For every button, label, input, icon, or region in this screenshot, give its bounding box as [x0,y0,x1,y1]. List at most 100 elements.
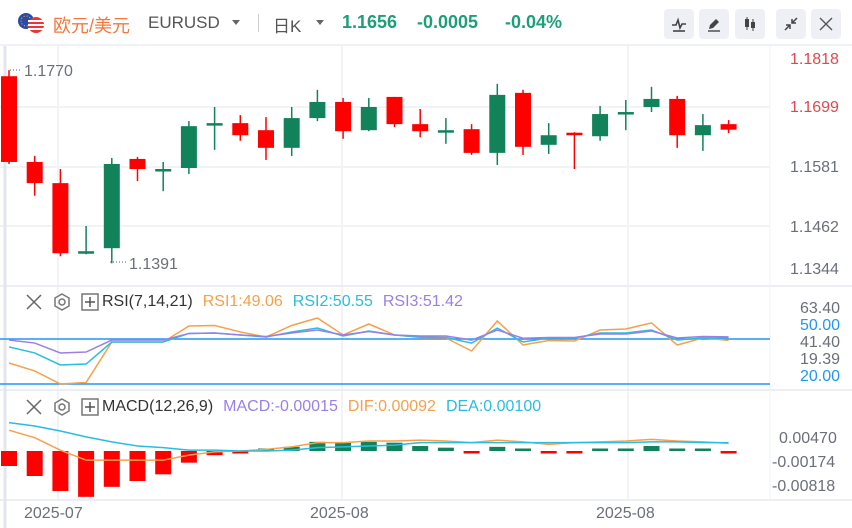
candle-body [437,130,454,133]
price-axis-label: 1.1462 [790,219,839,236]
macd-histogram-bar [592,448,609,451]
candle-body [26,161,43,184]
settings-icon[interactable] [52,292,72,312]
x-axis-label: 2025-08 [310,505,369,522]
candle-body [360,106,377,131]
macd-histogram-bar [540,451,557,454]
pair-name-cn[interactable]: 欧元/美元 [53,16,131,36]
rsi1-value: RSI1:49.06 [202,293,283,310]
indicator-button[interactable] [664,9,694,39]
candle-body [386,96,403,125]
indicator-icon [672,17,686,32]
collapse-icon [784,17,798,31]
x-axis-label: 2025-08 [596,505,655,522]
dea-value: DEA:0.00100 [445,398,542,415]
rsi-axis-label: 19.39 [800,351,841,368]
candle-body [489,94,506,153]
rsi-axis-label: 63.40 [800,300,841,317]
macd-histogram-bar [103,451,120,487]
period-selector[interactable]: 日K [273,17,302,36]
candle-type-icon [745,17,755,31]
macd-histogram-bar [463,451,480,454]
macd-axis-label: -0.00818 [772,478,836,495]
macd-histogram-bar [180,451,197,463]
candle-body [463,129,480,153]
rsi-header: RSI(7,14,21) RSI1:49.06 RSI2:50.55 RSI3:… [24,292,473,312]
draw-button[interactable] [699,9,729,39]
macd-histogram-bar [694,448,711,451]
close-indicator-icon[interactable] [24,397,44,417]
rsi-axis-label: 41.40 [800,334,841,351]
macd-value: MACD:-0.00015 [223,398,338,415]
macd-histogram-bar [386,442,403,451]
dif-value: DIF:0.00092 [347,398,436,415]
close-indicator-icon[interactable] [24,292,44,312]
rsi1-line [8,317,729,385]
collapse-button[interactable] [776,9,806,39]
candle-body [309,101,326,119]
eu-us-flag-icon [18,13,44,33]
candle-body [566,132,583,136]
low-price-annotation: 1.1391 [129,256,178,273]
candle-body [540,135,557,145]
candle-body [335,101,352,132]
pair-code[interactable]: EURUSD [148,13,220,32]
dea-line [8,421,729,452]
macd-histogram-bar [129,451,146,481]
candle-body [1,76,17,162]
candle-body [78,251,95,254]
macd-histogram-bar [26,451,43,476]
candle-body [592,114,609,137]
candle-body [232,123,249,136]
macd-histogram-bar [155,451,172,475]
rsi3-value: RSI3:51.42 [382,293,463,310]
price-axis-label: 1.1344 [790,261,839,278]
candle-body [283,118,300,148]
price-axis-label: 1.1581 [790,159,839,176]
candle-body [694,125,711,136]
close-button[interactable] [811,9,841,39]
high-price-annotation: 1.1770 [24,63,73,80]
candle-body [720,124,737,130]
macd-histogram-bar [437,447,454,451]
price-change-pct: -0.04% [505,12,563,32]
candle-body [515,92,531,147]
dif-line [8,429,729,461]
price-change: -0.0005 [417,12,479,32]
macd-histogram-bar [643,446,660,451]
macd-axis-label: 0.00470 [779,430,837,447]
macd-axis-label: -0.00174 [772,454,836,471]
expand-icon[interactable] [80,292,100,312]
expand-icon[interactable] [80,397,100,417]
candle-type-button[interactable] [735,9,765,39]
macd-histogram-bar [283,446,300,451]
close-icon [819,17,833,31]
candle-body [206,123,223,126]
rsi3-line [8,329,729,354]
macd-histogram-bar [1,451,17,466]
price-axis-label: 1.1699 [790,99,839,116]
macd-histogram-bar [78,451,95,497]
macd-histogram-bar [515,448,531,451]
symbol-dropdown-icon[interactable] [232,20,240,25]
last-price: 1.1656 [342,12,398,32]
rsi-axis-label: 50.00 [800,317,841,334]
rsi-axis-label: 20.00 [800,368,841,385]
candle-body [258,130,274,148]
candle-body [103,163,120,249]
macd-histogram-bar [566,451,583,454]
macd-histogram-bar [232,451,249,454]
draw-icon [708,19,720,32]
candle-body [669,98,686,136]
candle-body [155,169,172,172]
divider [258,14,259,32]
period-dropdown-icon[interactable] [316,20,324,25]
candle-body [643,98,660,107]
candle-body [52,183,69,254]
price-axis-label: 1.1818 [790,51,839,68]
candle-body [412,124,429,132]
settings-icon[interactable] [52,397,72,417]
chart-header: 欧元/美元 EURUSD 日K 1.1656 -0.0005 -0.04% [0,0,852,46]
macd-histogram-bar [52,451,69,491]
